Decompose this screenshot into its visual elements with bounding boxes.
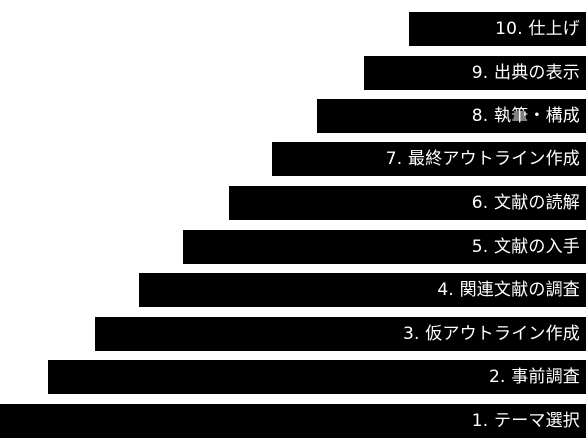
step-3-label: 3. 仮アウトライン作成 [402, 323, 580, 344]
step-3: 3. 仮アウトライン作成 [95, 317, 586, 351]
step-4-label: 4. 関連文献の調査 [437, 279, 580, 300]
step-1: 1. テーマ選択 [0, 404, 586, 438]
step-7-label: 7. 最終アウトライン作成 [385, 148, 580, 169]
step-7: 7. 最終アウトライン作成 [272, 142, 586, 176]
step-9: 9. 出典の表示 [364, 56, 586, 90]
step-10: 10. 仕上げ [409, 12, 586, 46]
step-8-label: 8. 執筆・構成 [471, 105, 580, 126]
step-1-label: 1. テーマ選択 [471, 410, 580, 431]
step-2-label: 2. 事前調査 [488, 366, 580, 387]
step-5: 5. 文献の入手 [183, 230, 586, 264]
step-2: 2. 事前調査 [48, 360, 586, 394]
step-9-label: 9. 出典の表示 [471, 62, 580, 83]
step-5-label: 5. 文献の入手 [471, 236, 580, 257]
step-8: 8. 執筆・構成 [317, 99, 586, 133]
step-6: 6. 文献の読解 [229, 186, 586, 220]
step-6-label: 6. 文献の読解 [471, 192, 580, 213]
step-10-label: 10. 仕上げ [495, 18, 580, 39]
step-4: 4. 関連文献の調査 [139, 273, 586, 307]
